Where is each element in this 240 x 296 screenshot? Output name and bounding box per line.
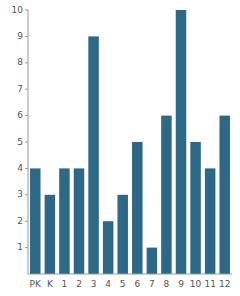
- x-axis-line: [28, 274, 232, 275]
- bar: [88, 36, 98, 274]
- x-tick-label: PK: [30, 279, 42, 289]
- bar: [117, 195, 127, 274]
- bar: [190, 142, 200, 274]
- x-tick-label: 4: [105, 279, 111, 289]
- x-tick-label: K: [47, 279, 54, 289]
- x-tick-label: 3: [91, 279, 97, 289]
- bar: [45, 195, 55, 274]
- bar: [219, 116, 229, 274]
- x-tick-label: 11: [204, 279, 215, 289]
- y-tick: [25, 247, 28, 248]
- bar: [59, 168, 69, 274]
- y-tick-label: 9: [17, 31, 23, 41]
- y-tick: [25, 10, 28, 11]
- bar: [74, 168, 84, 274]
- y-tick-label: 3: [17, 189, 23, 199]
- x-tick-label: 12: [219, 279, 230, 289]
- y-tick-label: 4: [17, 163, 23, 173]
- bar: [132, 142, 142, 274]
- y-tick: [25, 115, 28, 116]
- y-tick-label: 1: [17, 242, 23, 252]
- y-tick: [25, 221, 28, 222]
- y-tick: [25, 142, 28, 143]
- bar: [161, 116, 171, 274]
- y-tick: [25, 89, 28, 90]
- bar: [176, 10, 186, 274]
- bar: [103, 221, 113, 274]
- y-tick: [25, 36, 28, 37]
- chart-svg: 12345678910PKK123456789101112: [0, 0, 240, 296]
- x-tick-label: 2: [76, 279, 82, 289]
- x-tick-label: 5: [120, 279, 126, 289]
- chart-container: 12345678910PKK123456789101112: [0, 0, 240, 296]
- y-tick-label: 8: [17, 57, 23, 67]
- y-tick-label: 5: [17, 137, 23, 147]
- x-tick-label: 10: [190, 279, 202, 289]
- y-tick: [25, 168, 28, 169]
- bars: [30, 10, 230, 274]
- y-tick-label: 2: [17, 216, 23, 226]
- x-tick-label: 6: [134, 279, 140, 289]
- x-tick-label: 1: [62, 279, 68, 289]
- bar: [147, 248, 157, 274]
- bar: [205, 168, 215, 274]
- y-tick-label: 10: [12, 5, 24, 15]
- x-tick-label: 9: [178, 279, 184, 289]
- axes: 12345678910PKK123456789101112: [12, 5, 232, 290]
- bar: [30, 168, 40, 274]
- y-tick: [25, 194, 28, 195]
- x-tick-label: 7: [149, 279, 155, 289]
- y-tick: [25, 62, 28, 63]
- y-tick-label: 7: [17, 84, 23, 94]
- y-tick-label: 6: [17, 110, 23, 120]
- x-tick-label: 8: [164, 279, 170, 289]
